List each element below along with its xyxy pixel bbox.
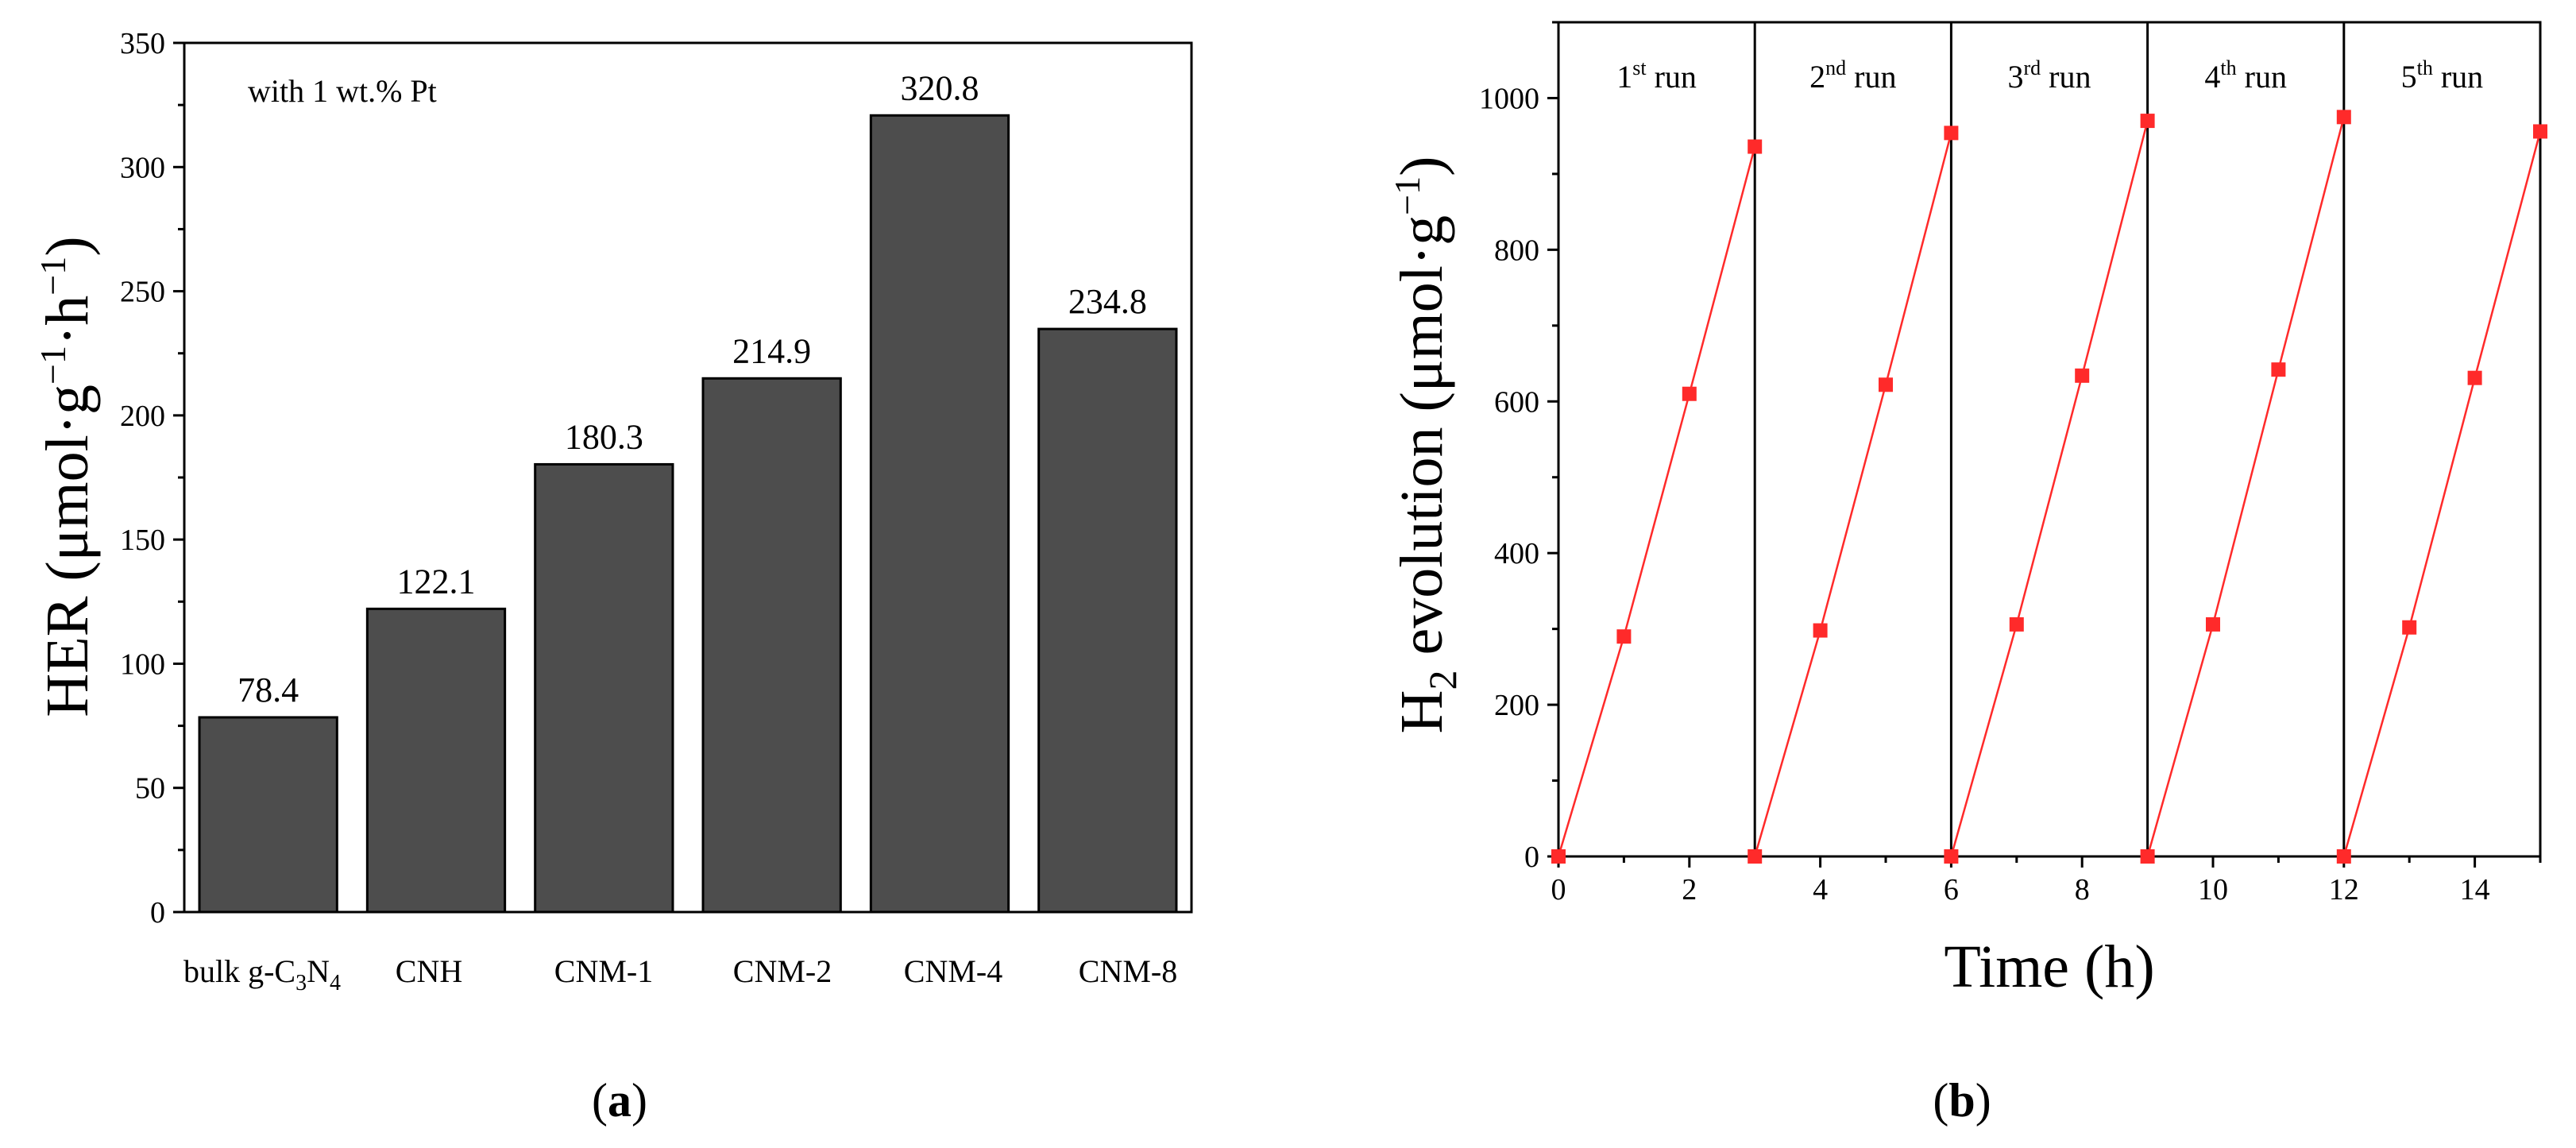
data-point <box>1748 139 1763 154</box>
plot-frame-b <box>1557 21 2542 858</box>
y-tick-label: 0 <box>1524 841 1539 874</box>
y-tick-label: 150 <box>120 524 165 557</box>
x-category-label: CNM-8 <box>1079 953 1177 989</box>
y-tick-label: 100 <box>120 647 165 681</box>
series-line <box>1950 120 2149 857</box>
y-axis-title-b: H2 evolution (μmol·g−1) <box>1387 157 1465 734</box>
data-point <box>1944 849 1959 864</box>
x-tick-label: 0 <box>1551 873 1566 906</box>
run-label: 5th run <box>2401 56 2484 95</box>
x-tick-label: 12 <box>2329 873 2359 906</box>
y-tick-label: 1000 <box>1479 82 1539 115</box>
chart-annotation: with 1 wt.% Pt <box>248 73 437 109</box>
data-point <box>1879 377 1893 392</box>
data-point <box>2271 362 2286 377</box>
bar <box>1037 327 1178 914</box>
data-point <box>2336 849 2351 864</box>
y-tick-label: 200 <box>1494 689 1539 722</box>
x-category-label: CNM-1 <box>554 953 653 989</box>
x-axis-title-b: Time (h) <box>1944 933 2154 1000</box>
y-tick-label: 350 <box>120 27 165 60</box>
x-tick-label: 10 <box>2198 873 2228 906</box>
panel-a-bar-chart: 0 50 100 150 200 250 300 350 78.4 122.1 180.3 214.9… <box>33 27 1193 1127</box>
x-category-label: CNM-4 <box>904 953 1002 989</box>
run-label: 1st run <box>1616 56 1697 95</box>
data-point <box>2402 620 2417 635</box>
y-tick-label: 600 <box>1494 385 1539 419</box>
bar-value-label: 180.3 <box>565 417 643 456</box>
data-point <box>2140 849 2155 864</box>
y-tick-label: 50 <box>135 772 165 806</box>
x-tick-label: 14 <box>2460 873 2490 906</box>
data-point <box>1551 849 1566 864</box>
panel-label-b: (b) <box>1933 1074 1991 1127</box>
data-point <box>2467 370 2482 385</box>
x-category-label: CNH <box>396 953 462 989</box>
panel-label-a: (a) <box>592 1074 647 1127</box>
bar <box>365 607 507 914</box>
data-point <box>1682 386 1697 401</box>
x-category-label: bulk g-C3N4 <box>183 953 341 995</box>
bar-value-label: 234.8 <box>1068 282 1147 321</box>
run-label: 4th run <box>2204 56 2287 95</box>
data-point <box>2075 368 2090 383</box>
series-line <box>2342 131 2542 857</box>
bar-value-label: 214.9 <box>732 331 811 370</box>
bar-value-label: 122.1 <box>397 562 476 601</box>
series-line <box>2146 117 2346 857</box>
data-point <box>1616 629 1632 644</box>
bar <box>869 114 1010 914</box>
run-label: 3rd run <box>2008 56 2091 95</box>
y-tick-label: 200 <box>120 400 165 433</box>
data-point <box>1944 126 1959 141</box>
y-axis-title-a: HER (μmol·g−1·h−1) <box>33 236 101 717</box>
panel-b-line-chart: 0 2 4 6 8 10 12 14 0 200 400 600 800 1000 1st run 2nd r… <box>1387 21 2547 1127</box>
x-tick-label: 6 <box>1944 873 1959 906</box>
bar <box>534 462 674 914</box>
series-line <box>1753 133 1952 857</box>
bar-value-label: 320.8 <box>901 68 979 107</box>
y-tick-label: 800 <box>1494 234 1539 267</box>
data-point <box>2336 110 2351 125</box>
y-tick-label: 250 <box>120 276 165 309</box>
x-tick-label: 8 <box>2075 873 2090 906</box>
data-point <box>2533 124 2547 139</box>
data-point <box>1813 623 1828 638</box>
x-category-label: CNM-2 <box>733 953 832 989</box>
y-tick-label: 0 <box>150 896 165 930</box>
data-point <box>2009 617 2024 632</box>
bar-value-label: 78.4 <box>238 671 299 709</box>
data-point <box>2140 114 2155 129</box>
bar <box>701 377 842 914</box>
data-point <box>1748 849 1763 864</box>
x-tick-label: 4 <box>1813 873 1828 906</box>
run-label: 2nd run <box>1809 56 1896 95</box>
y-tick-label: 400 <box>1494 537 1539 570</box>
bar <box>198 716 338 914</box>
series-line <box>1557 146 1756 857</box>
data-point <box>2206 617 2220 632</box>
y-tick-label: 300 <box>120 151 165 184</box>
x-tick-label: 2 <box>1682 873 1697 906</box>
